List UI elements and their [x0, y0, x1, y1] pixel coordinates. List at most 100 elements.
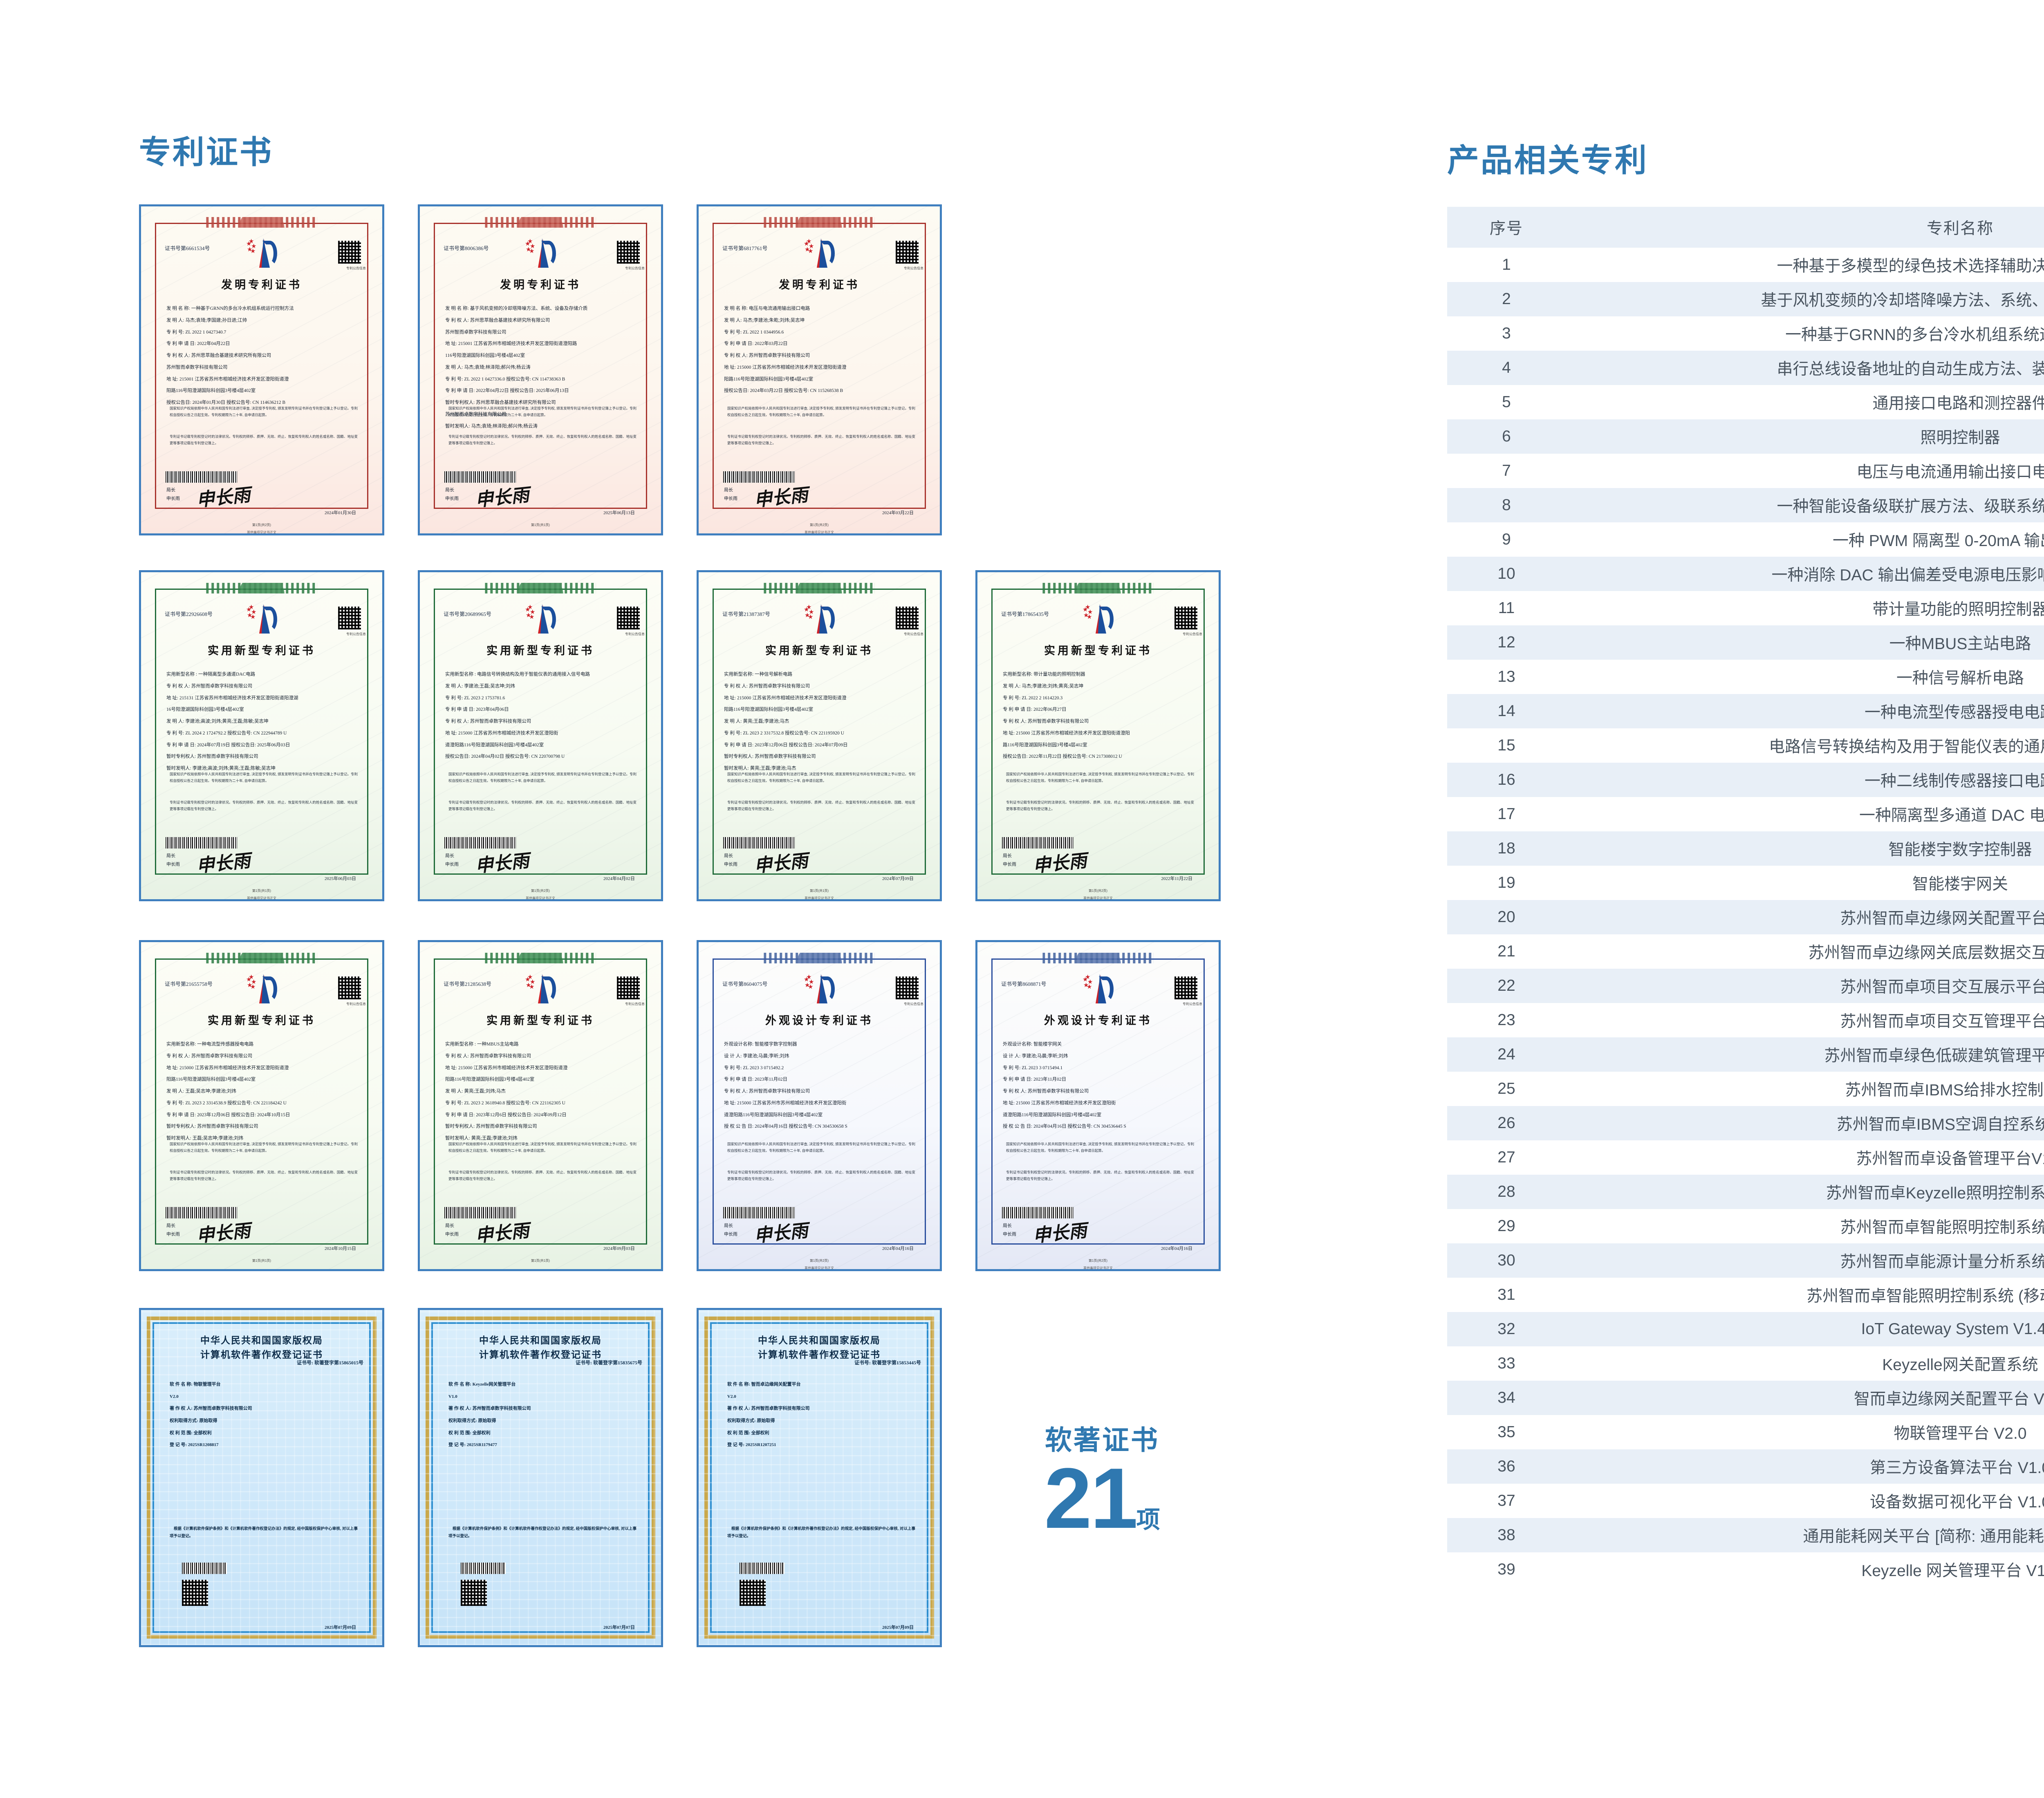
cert-field: 暂时专利权人: 苏州智而卓数字科技有限公司: [724, 754, 816, 759]
signature: 申长雨: [195, 485, 251, 511]
cell-name: 通用接口电路和测控器件: [1872, 395, 2044, 412]
cert-fields: 实用新型名称: 一种电流型传感器授电电路专 利 权 人: 苏州智而卓数字科技有限…: [166, 1039, 361, 1144]
signature: 申长雨: [753, 1220, 809, 1246]
software-copyright-badge: 软著证书 21项: [1000, 1418, 1204, 1541]
table-row: 25苏州智而卓IBMS给排水控制系统软著: [1447, 1072, 2044, 1106]
star-icon: ★: [808, 983, 814, 990]
cert-legal-text-2: 专利证书记载专利权登记时的法律状况。专利权的转移、质押、无效、终止、恢复和专利权…: [170, 800, 358, 811]
cert-field: 地 址: 215000 江苏省苏州市相城经济技术开发区澄阳街道澄: [724, 695, 847, 701]
qr-code-icon: [740, 1580, 766, 1606]
cert-legal-text: 国家知识产权局依照中华人民共和国专利法进行审查, 决定授予专利权, 颁发发明专利…: [1006, 1142, 1194, 1153]
certificate-card: 中华人民共和国国家版权局 计算机软件著作权登记证书 证书号: 软著登字第1583…: [418, 1308, 663, 1647]
cert-field: 地 址: 215131 江苏省苏州市相城经济技术开发区澄阳街道阳澄湖: [166, 695, 298, 701]
cert-field: 道澄阳路116号阳澄湖国际科创园3号楼4层402室: [724, 1112, 823, 1117]
cell-no: 26: [1447, 1106, 1566, 1140]
barcode: [723, 1207, 795, 1218]
cert-field: 暂时专利权人: 苏州智而卓数字科技有限公司: [166, 754, 258, 759]
cert-field: 地 址: 215000 江苏省苏州市苏州相城经济技术开发区澄阳街: [724, 1100, 847, 1106]
qr-code-icon: [461, 1580, 487, 1606]
cert-number: 证书号第8604075号: [722, 981, 768, 987]
cell-name: 苏州智而卓设备管理平台V1.0: [1856, 1150, 2044, 1168]
star-icon: ★: [251, 609, 257, 616]
cert-footnote: 其他事项见证书正文: [247, 531, 276, 534]
star-icon: ★: [1085, 604, 1091, 611]
star-icon: ★: [526, 982, 531, 989]
cert-page-mark: 第1页(共2页): [252, 523, 271, 527]
star-icon: ★: [809, 978, 814, 985]
cell-no: 33: [1497, 1355, 1515, 1372]
cert-number: 证书号第17865435号: [1001, 611, 1049, 617]
barcode: [444, 837, 516, 849]
table-row: 3一种基于GRNN的多台冷水机组系统运行控制方法发明: [1447, 316, 2044, 351]
cert-field: 发 明 人: 马杰;李建池;朱乾;刘炜;吴志坤: [724, 318, 805, 323]
cert-field: 专 利 申 请 日: 2023年04月06日: [445, 707, 509, 712]
cert-field: 专 利 申 请 日: 2023年11月02日: [1003, 1077, 1067, 1082]
cert-title: 实用新型专利证书: [208, 645, 316, 657]
cert-title: 实用新型专利证书: [1044, 645, 1152, 657]
cell-name: 苏州智而卓绿色低碳建筑管理平台V1.0: [1566, 1037, 2044, 1072]
cell-name: 电压与电流通用输出接口电路: [1856, 463, 2044, 481]
cert-fields: 实用新型名称 : 一种隔离型多通道DAC电路专 利 权 人: 苏州智而卓数字科技…: [166, 669, 361, 775]
cert-field: 地 址: 215000 江苏省苏州市相城经济技术开发区澄阳街道澄阳: [1003, 730, 1130, 736]
cell-name: 串行总线设备地址的自动生成方法、装置和存储介质: [1566, 351, 2044, 385]
cert-title: 发明专利证书: [500, 279, 581, 291]
cert-field: 阳路116号阳澄湖国际科创园3号楼4层402室: [445, 1077, 535, 1082]
cert-legal-text-2: 专利证书记载专利权登记时的法律状况。专利权的转移、质押、无效、终止、恢复和专利权…: [1006, 1170, 1194, 1181]
cell-no: 10: [1447, 557, 1566, 591]
cert-page-mark: 第1页(共2页): [1088, 889, 1108, 893]
cert-field: 专 利 权 人: 苏州思萃融合基建技术研究所有限公司: [445, 318, 550, 323]
cert-field: 专 利 权 人: 苏州思萃融合基建技术研究所有限公司: [166, 353, 271, 358]
cnipa-emblem-icon: ★ ★ ★ ★ ★: [1082, 973, 1114, 1009]
cell-name: Keyzelle 网关管理平台 V1.0: [1861, 1562, 2044, 1580]
cert-title: 外观设计专利证书: [1044, 1014, 1152, 1027]
cell-no: 35: [1497, 1423, 1515, 1441]
cell-no: 32: [1447, 1312, 1566, 1346]
certificate-card: 证书号第6817761号 ★ ★ ★ ★ ★ 专利公告信息 发明专利证书 发 明 名 称…: [697, 204, 942, 535]
qr-caption: 专利公告信息: [625, 1002, 645, 1006]
cert-field: 权 利 范 围: 全部权利: [727, 1430, 769, 1435]
cell-no: 15: [1497, 737, 1515, 754]
cert-field: 专 利 权 人: 苏州智而卓数字科技有限公司: [445, 1053, 531, 1059]
signature: 申长雨: [753, 851, 809, 876]
cell-no: 30: [1447, 1243, 1566, 1278]
cell-name: 一种消除 DAC 输出偏差受电源电压影响的电路及方法: [1566, 557, 2044, 591]
cert-number: 证书号第20689965号: [444, 611, 492, 617]
barcode: [182, 1563, 227, 1574]
cert-number: 证书号第21655758号: [165, 981, 213, 987]
cert-date: 2024年09月03日: [603, 1246, 635, 1251]
cert-number: 证书号第22926608号: [165, 611, 213, 617]
star-icon: ★: [247, 246, 253, 253]
certificate-card: 证书号第8006386号 ★ ★ ★ ★ ★ 专利公告信息 发明专利证书 发 明 名 称…: [418, 204, 663, 535]
cert-field: 暂时发明人: 马杰;袁琦;林泽阳;郝兴伟;杨云涛: [445, 423, 538, 429]
cert-field: 专 利 权 人: 苏州智而卓数字科技有限公司: [1003, 719, 1089, 724]
cert-title-line2: 计算机软件著作权登记证书: [200, 1349, 323, 1360]
cell-no: 12: [1447, 625, 1566, 660]
cert-field: 116号阳澄湖国际科创园3号楼4层402室: [445, 353, 525, 358]
cell-no: 36: [1447, 1449, 1566, 1484]
cert-field: 专 利 申 请 日: 2023年12月06日 授权公告日: 2024年07月09…: [724, 742, 848, 748]
star-icon: ★: [806, 604, 812, 611]
star-icon: ★: [1083, 606, 1088, 613]
patent-certificates-section: 专利证书: [139, 134, 1267, 170]
cell-no: 11: [1498, 599, 1515, 617]
cert-field: 地 址: 215000 江苏省苏州市相城经济技术开发区澄阳街: [445, 730, 558, 736]
cell-name: 苏州智而卓项目交互管理平台V1.0: [1840, 1013, 2044, 1030]
cert-field: 发 明 人: 王磊;吴志坤;李建池;刘炜: [166, 1089, 236, 1094]
cell-no: 29: [1497, 1217, 1515, 1235]
cert-legal-text-2: 专利证书记载专利权登记时的法律状况。专利权的转移、质押、无效、终止、恢复和专利权…: [727, 1170, 915, 1181]
cert-legal-text-2: 专利证书记载专利权登记时的法律状况。专利权的转移、质押、无效、终止、恢复和专利权…: [448, 1170, 637, 1181]
signature-label: 局长 申长雨: [724, 853, 737, 867]
table-row: 19智能楼宇网关外观: [1447, 866, 2044, 900]
cert-field: 软 件 名 称: Keyzelle网关管理平台: [448, 1382, 516, 1387]
cert-field: 专 利 号: ZL 2023 2 3314538.9 授权公告号: CN 221…: [166, 1100, 287, 1106]
cert-field: 授权公告日: 2024年03月22日 授权公告号: CN 115268538 B: [724, 388, 843, 394]
cell-no: 16: [1447, 763, 1566, 797]
cert-page-mark: 第1页(共2页): [531, 889, 550, 893]
cert-field: 专 利 号: ZL 2023 3 0715492.2: [724, 1065, 784, 1070]
cert-field: 著 作 权 人: 苏州智而卓数字科技有限公司: [727, 1406, 810, 1411]
